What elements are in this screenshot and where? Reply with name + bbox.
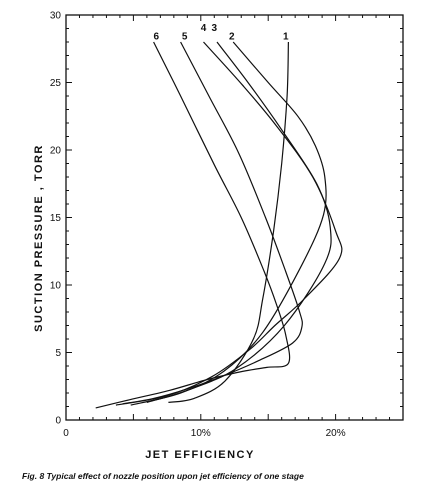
y-axis-title: SUCTION PRESSURE , TORR — [33, 144, 45, 332]
curve-1 — [168, 41, 289, 403]
curve-5 — [122, 41, 303, 405]
curve-label-4: 4 — [201, 23, 207, 34]
curve-2 — [130, 41, 327, 406]
y-tick-label: 30 — [50, 11, 62, 22]
x-tick-label: 20% — [326, 428, 346, 439]
x-tick-label: 0 — [63, 428, 69, 439]
curves — [95, 41, 343, 409]
curve-labels: 6 5 4 3 2 1 — [154, 23, 289, 42]
figure-caption: Fig. 8 Typical effect of nozzle position… — [22, 471, 304, 481]
y-tick-label: 25 — [50, 78, 62, 89]
y-tick-label: 0 — [55, 416, 61, 427]
curve-label-2: 2 — [229, 31, 235, 42]
x-tick-label: 10% — [191, 428, 211, 439]
curve-6 — [95, 41, 291, 409]
curve-label-3: 3 — [211, 23, 217, 34]
y-tick-label: 5 — [55, 348, 61, 359]
y-tick-label: 15 — [50, 213, 62, 224]
y-tick-label: 10 — [50, 281, 62, 292]
curve-3 — [146, 41, 332, 403]
chart: 0 5 10 15 20 25 30 0 10% 20% 6 5 4 3 2 1 JET EFFICIENC… — [33, 11, 404, 461]
curve-4 — [115, 41, 343, 406]
y-tick-label: 20 — [50, 146, 62, 157]
curve-label-1: 1 — [283, 31, 289, 42]
x-axis-title: JET EFFICIENCY — [145, 449, 255, 461]
curve-label-6: 6 — [154, 31, 160, 42]
curve-label-5: 5 — [182, 31, 188, 42]
